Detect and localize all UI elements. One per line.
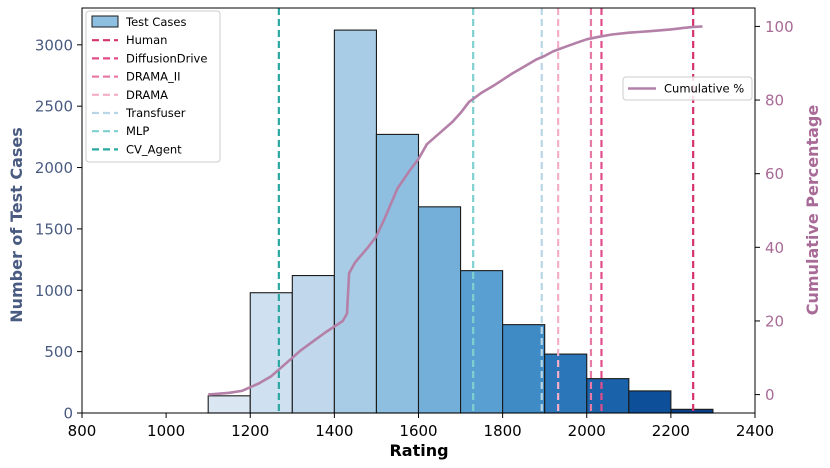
- y2-tick-label: 100: [765, 18, 794, 36]
- legend-main-frame: [85, 10, 221, 163]
- y2-tick-label: 20: [765, 312, 784, 330]
- y-axis-left: 0 500 1000 1500 2000 2500 3000: [35, 36, 82, 423]
- legend-label: Transfuser: [125, 106, 186, 120]
- histogram-bar: [291, 274, 335, 414]
- x-tick-label: 2000: [568, 422, 606, 440]
- y-tick-label: 2000: [35, 159, 73, 177]
- y-tick-label: 1000: [35, 282, 73, 300]
- y2-tick-label: 0: [765, 386, 775, 404]
- x-axis: 800 1000 1200 1400 1600 1800 2000 2200 2400: [68, 413, 774, 440]
- y-tick-label: 1500: [35, 220, 73, 238]
- legend-label: CV_Agent: [126, 142, 182, 156]
- y-axis-right: 0 20 40 60 80 100: [755, 18, 794, 404]
- y-axis-title-right: Cumulative Percentage: [803, 105, 822, 316]
- histogram-bar: [460, 270, 504, 414]
- histogram-bar: [207, 395, 251, 414]
- legend-label-test-cases: Test Cases: [125, 15, 186, 29]
- y-tick-label: 2500: [35, 98, 73, 116]
- legend-swatch-test-cases: [91, 15, 119, 28]
- legend-cumulative: Cumulative %: [622, 76, 753, 101]
- x-tick-label: 1600: [399, 422, 437, 440]
- x-tick-label: 1200: [231, 422, 269, 440]
- x-tick-label: 2400: [736, 422, 774, 440]
- x-tick-label: 1400: [315, 422, 353, 440]
- histogram-bars: [207, 29, 714, 414]
- x-tick-label: 1800: [484, 422, 522, 440]
- legend-main: Test Cases Human DiffusionDrive DRAMA_II DRA…: [85, 10, 221, 163]
- y-tick-label: 500: [44, 343, 73, 361]
- legend-label: DRAMA: [126, 88, 168, 102]
- y2-tick-label: 40: [765, 239, 784, 257]
- legend-label: MLP: [126, 124, 149, 138]
- y2-tick-label: 80: [765, 92, 784, 110]
- reference-lines: [277, 8, 695, 413]
- y-tick-label: 3000: [35, 36, 73, 54]
- cumulative-series: [208, 25, 703, 396]
- histogram-bar: [333, 29, 377, 414]
- x-axis-title: Rating: [389, 441, 448, 460]
- histogram-bar: [417, 206, 462, 414]
- y-tick-label: 0: [63, 405, 73, 423]
- cumulative-line: [208, 25, 703, 396]
- histogram-bar: [586, 378, 630, 414]
- x-tick-label: 2200: [652, 422, 690, 440]
- y-axis-title-left: Number of Test Cases: [7, 127, 26, 323]
- x-tick-label: 800: [68, 422, 97, 440]
- histogram-bar: [375, 133, 420, 414]
- legend-cumulative-frame: [622, 76, 753, 101]
- histogram-bar: [628, 390, 672, 414]
- x-tick-label: 1000: [147, 422, 185, 440]
- histogram-bar: [502, 324, 546, 414]
- histogram-bar: [544, 353, 588, 414]
- legend-cumulative-label: Cumulative %: [664, 82, 744, 96]
- histogram-bar: [670, 408, 714, 414]
- legend-label: DRAMA_II: [126, 70, 181, 84]
- legend-label: DiffusionDrive: [126, 51, 207, 65]
- histogram-bar: [249, 292, 293, 414]
- y2-tick-label: 60: [765, 165, 784, 183]
- legend-label: Human: [126, 33, 167, 47]
